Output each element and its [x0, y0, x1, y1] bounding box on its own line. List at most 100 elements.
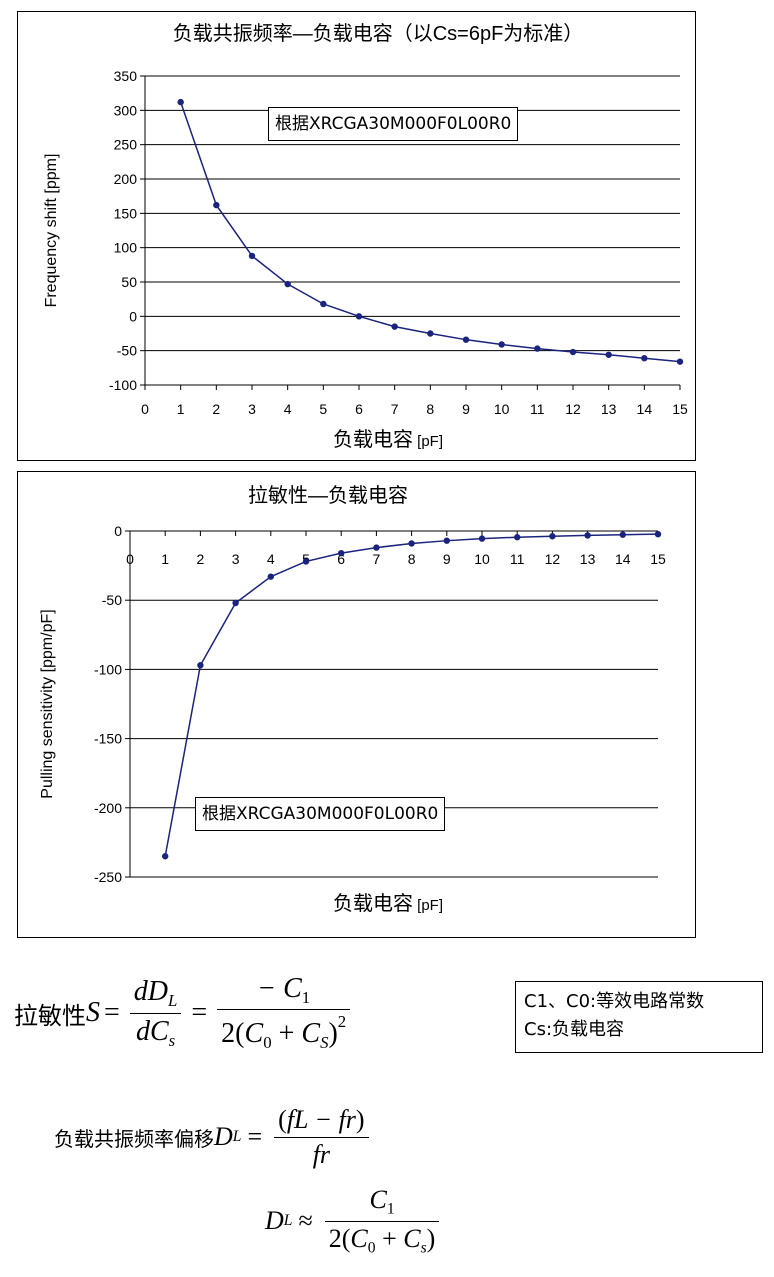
formula1-res-cs: C [301, 1018, 321, 1050]
x-tick-label: 8 [408, 551, 416, 567]
x-tick-label: 0 [141, 401, 149, 417]
x-tick-label: 6 [355, 401, 363, 417]
x-tick-label: 1 [177, 401, 185, 417]
data-point [641, 355, 648, 362]
x-tick-label: 10 [474, 551, 490, 567]
y-tick-label: -50 [117, 343, 137, 359]
formula1-res-cs-sub: S [320, 1033, 329, 1053]
formula3-d-sub: L [283, 1212, 293, 1229]
pulling-sensitivity-chart-panel: 拉敏性—负载电容0-50-100-150-200-250012345678910… [17, 471, 696, 938]
x-tick-label: 0 [126, 551, 134, 567]
x-tick-label: 12 [565, 401, 581, 417]
data-point [302, 558, 310, 565]
formula3-approx: ≈ [298, 1206, 313, 1235]
y-tick-label: 0 [129, 308, 137, 324]
x-tick-label: 12 [545, 551, 561, 567]
y-axis-title: Frequency shift [ppm] [43, 154, 60, 308]
formula1-num-dd: dD [133, 975, 169, 1007]
data-point [584, 532, 591, 539]
chart-title: 拉敏性—负载电容 [248, 484, 408, 507]
chart-title: 负载共振频率—负载电容（以Cs=6pF为标准） [173, 22, 584, 45]
formula1-res-c0: C [244, 1018, 264, 1050]
y-tick-label: -100 [94, 661, 122, 677]
formula3-num-sub: 1 [386, 1200, 395, 1218]
formula1-eq1: = [104, 997, 120, 1028]
frequency-shift-chart: 负载共振频率—负载电容（以Cs=6pF为标准）35030025020015010… [43, 22, 688, 451]
formula2-d-sub: L [232, 1128, 242, 1145]
formula1-frac-result: − C1 2(C0 + CS)2 [217, 973, 351, 1054]
x-tick-label: 7 [391, 401, 399, 417]
y-tick-label: 200 [114, 171, 138, 187]
frequency-shift-chart-panel: 负载共振频率—负载电容（以Cs=6pF为标准） 350 300 250 200 150 10… [17, 11, 696, 461]
data-point [462, 336, 470, 343]
x-axis-title: 负载电容 [pF] [333, 428, 443, 451]
y-tick-label: 300 [114, 102, 138, 118]
formula2-d: D [214, 1122, 233, 1151]
formula3-d: D [265, 1206, 284, 1235]
y-tick-label: -150 [94, 731, 122, 747]
y-axis-title: Pulling sensitivity [ppm/pF] [39, 609, 56, 798]
data-point [427, 330, 434, 337]
constants-legend-box: C1、C0:等效电路常数 Cs:负载电容 [515, 981, 763, 1053]
y-tick-label: 100 [114, 240, 138, 256]
x-axis-title-main: 负载电容 [333, 428, 413, 451]
y-tick-label: -250 [94, 869, 122, 885]
formula3-den-cs-sub: s [420, 1238, 427, 1256]
data-point [177, 98, 184, 106]
formula1-res-num-sub: 1 [301, 987, 311, 1007]
y-tick-label: 150 [114, 205, 138, 221]
x-axis-title-unit: [pF] [413, 897, 443, 914]
data-point [498, 341, 505, 348]
formula1-frac-derivative: dDL dCs [129, 975, 182, 1051]
formula3-den-cs: C [403, 1223, 421, 1253]
x-tick-label: 7 [373, 551, 381, 567]
x-tick-label: 10 [494, 401, 510, 417]
y-tick-label: -100 [109, 377, 137, 393]
y-tick-label: 0 [114, 523, 122, 539]
x-tick-label: 11 [530, 401, 545, 417]
legend-line-2: Cs:负载电容 [524, 1019, 625, 1040]
x-axis-title-main: 负载电容 [333, 892, 413, 915]
formula2-den: fr [312, 1139, 331, 1169]
x-tick-label: 13 [601, 401, 617, 417]
formula2-frac: (fL − fr) fr [274, 1104, 369, 1170]
formula3-frac: C1 2(C0 + Cs) [324, 1185, 440, 1257]
data-point [320, 300, 327, 308]
data-point [514, 534, 521, 541]
data-point [232, 599, 239, 607]
y-tick-label: 350 [114, 68, 138, 84]
formula1-s: S [86, 997, 100, 1028]
formula3-den-c0-sub: 0 [367, 1238, 376, 1256]
data-point [549, 533, 556, 540]
x-tick-label: 3 [248, 401, 256, 417]
data-point [373, 544, 380, 551]
formula3-den-plus: + [375, 1223, 404, 1253]
x-tick-label: 15 [650, 551, 666, 567]
data-point [197, 662, 204, 669]
data-point [267, 573, 274, 580]
pulling-sensitivity-formula: 拉敏性 S = dDL dCs = − C1 2(C0 + CS)2 [14, 958, 356, 1068]
data-point [338, 549, 345, 557]
data-point [619, 531, 626, 538]
y-tick-label: 250 [114, 137, 138, 153]
x-tick-label: 2 [197, 551, 205, 567]
formula1-res-sq: 2 [337, 1012, 347, 1032]
data-point [284, 280, 291, 288]
data-point [443, 537, 450, 544]
x-tick-label: 11 [510, 551, 525, 567]
data-point [534, 345, 541, 352]
formula1-res-two: 2 [221, 1018, 236, 1050]
x-tick-label: 15 [672, 401, 688, 417]
x-tick-label: 2 [212, 401, 220, 417]
data-point [248, 252, 256, 260]
formula2-num: fL − fr [286, 1104, 356, 1134]
data-point [391, 323, 398, 330]
data-point [654, 530, 662, 538]
x-tick-label: 14 [615, 551, 631, 567]
data-point [478, 535, 486, 542]
data-point [408, 540, 415, 547]
formula1-res-c0-sub: 0 [263, 1033, 272, 1053]
legend-line-1: C1、C0:等效电路常数 [524, 991, 705, 1012]
formula2-eq: = [247, 1122, 263, 1151]
data-point [605, 351, 612, 358]
